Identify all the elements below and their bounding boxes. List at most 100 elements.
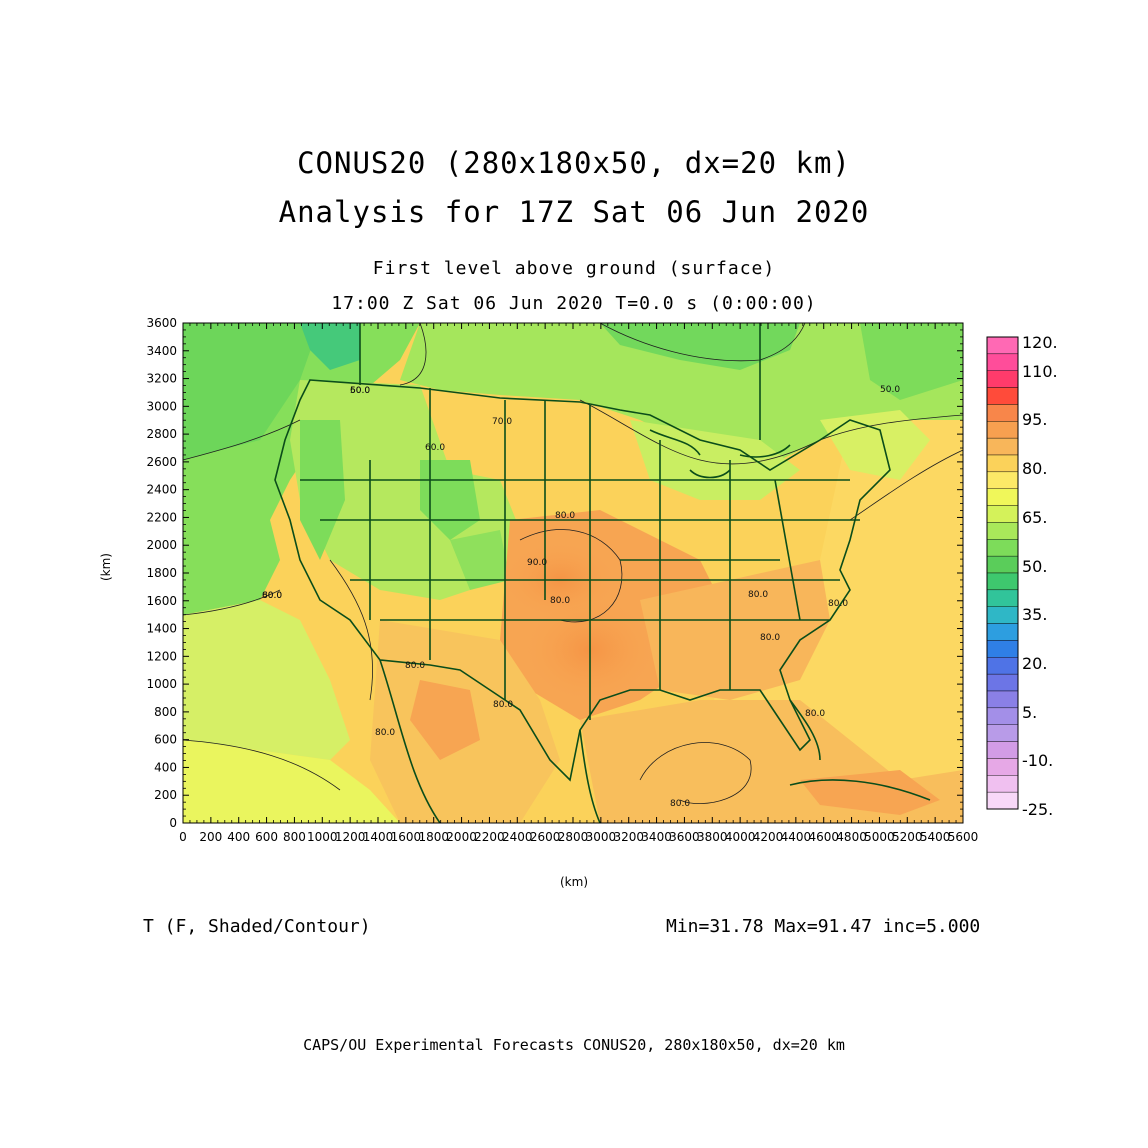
- x-tick-label: 5000: [864, 830, 895, 844]
- x-tick-label: 3200: [613, 830, 644, 844]
- x-tick-label: 5200: [892, 830, 923, 844]
- colorbar-label: 80.: [1022, 459, 1047, 478]
- colorbar-label: 110.: [1022, 362, 1058, 381]
- x-tick-label: 200: [199, 830, 222, 844]
- colorbar-label: 50.: [1022, 557, 1047, 576]
- colorbar-swatch: [986, 539, 1019, 557]
- colorbar-frame: [986, 336, 1019, 810]
- x-tick-label: 2200: [474, 830, 505, 844]
- x-tick-label: 1400: [363, 830, 394, 844]
- x-tick-label: 1600: [391, 830, 422, 844]
- y-tick-label: 3400: [146, 344, 177, 358]
- contour-label: 90.0: [527, 558, 547, 568]
- x-tick-label: 2400: [502, 830, 533, 844]
- colorbar-swatch: [986, 589, 1019, 607]
- colorbar-label: 95.: [1022, 410, 1047, 429]
- contour-label: 80.0: [555, 511, 575, 521]
- x-tick-label: 3800: [697, 830, 728, 844]
- x-tick-label: 800: [283, 830, 306, 844]
- contour-label: 80.0: [493, 700, 513, 710]
- colorbar-swatch: [986, 657, 1019, 675]
- colorbar-swatch: [986, 370, 1019, 388]
- colorbar-swatch: [986, 522, 1019, 540]
- contour-label: 60.0: [262, 591, 282, 601]
- contour-label: 80.0: [405, 661, 425, 671]
- x-tick-label: 1000: [307, 830, 338, 844]
- colorbar-label: 5.: [1022, 703, 1037, 722]
- y-tick-label: 1400: [146, 622, 177, 636]
- y-tick-label: 400: [154, 760, 177, 774]
- y-axis-label: (km): [99, 552, 114, 582]
- colorbar-swatch: [986, 421, 1019, 439]
- colorbar-label: 35.: [1022, 605, 1047, 624]
- y-tick-label: 600: [154, 733, 177, 747]
- colorbar-swatch: [986, 775, 1019, 793]
- x-tick-label: 2800: [558, 830, 589, 844]
- contour-label: 60.0: [425, 443, 445, 453]
- colorbar-swatch: [986, 673, 1019, 692]
- y-tick-label: 2600: [146, 455, 177, 469]
- colorbar-swatch: [986, 555, 1019, 574]
- colorbar-swatch: [986, 791, 1019, 810]
- y-tick-label: 1600: [146, 594, 177, 608]
- x-tick-label: 1200: [335, 830, 366, 844]
- colorbar-swatch: [986, 572, 1019, 591]
- colorbar-swatch: [986, 471, 1019, 489]
- y-tick-label: 0: [169, 816, 177, 830]
- contour-label: 80.0: [550, 596, 570, 606]
- colorbar-label: 20.: [1022, 654, 1047, 673]
- colorbar-swatch: [986, 437, 1019, 456]
- colorbar-swatch: [986, 488, 1019, 506]
- y-tick-label: 2000: [146, 538, 177, 552]
- shaded-field: [183, 323, 963, 823]
- contour-label: 70.0: [492, 417, 512, 427]
- colorbar-swatch: [986, 741, 1019, 759]
- colorbar-swatch: [986, 640, 1019, 658]
- colorbar-swatch: [986, 606, 1019, 624]
- colorbar-swatch: [986, 707, 1019, 725]
- y-tick-label: 2800: [146, 427, 177, 441]
- y-tick-label: 2400: [146, 483, 177, 497]
- x-tick-label: 3400: [641, 830, 672, 844]
- colorbar: 120. 110. 95. 80. 65. 50. 35. 20. 5. -10. -25.: [986, 333, 1058, 819]
- colorbar-swatch: [986, 454, 1019, 473]
- x-tick-label: 4600: [808, 830, 839, 844]
- colorbar-swatch: [986, 623, 1019, 641]
- field-description: T (F, Shaded/Contour): [143, 916, 371, 937]
- colorbar-swatch: [986, 336, 1019, 355]
- contour-label: 80.0: [262, 591, 282, 601]
- x-tick-label: 0: [179, 830, 187, 844]
- contour-label: 80.0: [805, 709, 825, 719]
- footer-credit: CAPS/OU Experimental Forecasts CONUS20, …: [303, 1036, 845, 1054]
- y-tick-label: 800: [154, 705, 177, 719]
- valid-time-subtitle: 17:00 Z Sat 06 Jun 2020 T=0.0 s (0:00:00…: [331, 293, 817, 314]
- x-tick-label: 4200: [753, 830, 784, 844]
- colorbar-swatch: [986, 724, 1019, 742]
- y-tick-label: 3200: [146, 372, 177, 386]
- contour-label: 80.0: [748, 590, 768, 600]
- x-tick-label: 5600: [948, 830, 979, 844]
- colorbar-swatch: [986, 690, 1019, 709]
- field-stats: Min=31.78 Max=91.47 inc=5.000: [666, 916, 981, 937]
- contour-label: 60.0: [350, 386, 370, 396]
- x-tick-label: 3600: [669, 830, 700, 844]
- y-axis: 0 200 400 600 800 1000 1200 1400 1600 1800 2000 220…: [146, 316, 963, 830]
- y-tick-label: 3000: [146, 399, 177, 413]
- contour-label: 80.0: [375, 728, 395, 738]
- x-tick-label: 5400: [920, 830, 951, 844]
- contour-label: 50.0: [350, 386, 370, 396]
- y-tick-label: 1800: [146, 566, 177, 580]
- colorbar-swatch: [986, 387, 1019, 405]
- colorbar-swatch: [986, 404, 1019, 422]
- colorbar-label: -10.: [1022, 751, 1053, 770]
- y-tick-label: 3600: [146, 316, 177, 330]
- x-axis: 0 200 400 600 800 100012001400160018002000220…: [179, 323, 978, 844]
- contour-label: 80.0: [828, 599, 848, 609]
- y-tick-label: 2200: [146, 510, 177, 524]
- x-tick-label: 2000: [446, 830, 477, 844]
- x-tick-label: 400: [227, 830, 250, 844]
- colorbar-swatch: [986, 758, 1019, 776]
- analysis-time-title: Analysis for 17Z Sat 06 Jun 2020: [278, 195, 870, 229]
- colorbar-label: -25.: [1022, 800, 1053, 819]
